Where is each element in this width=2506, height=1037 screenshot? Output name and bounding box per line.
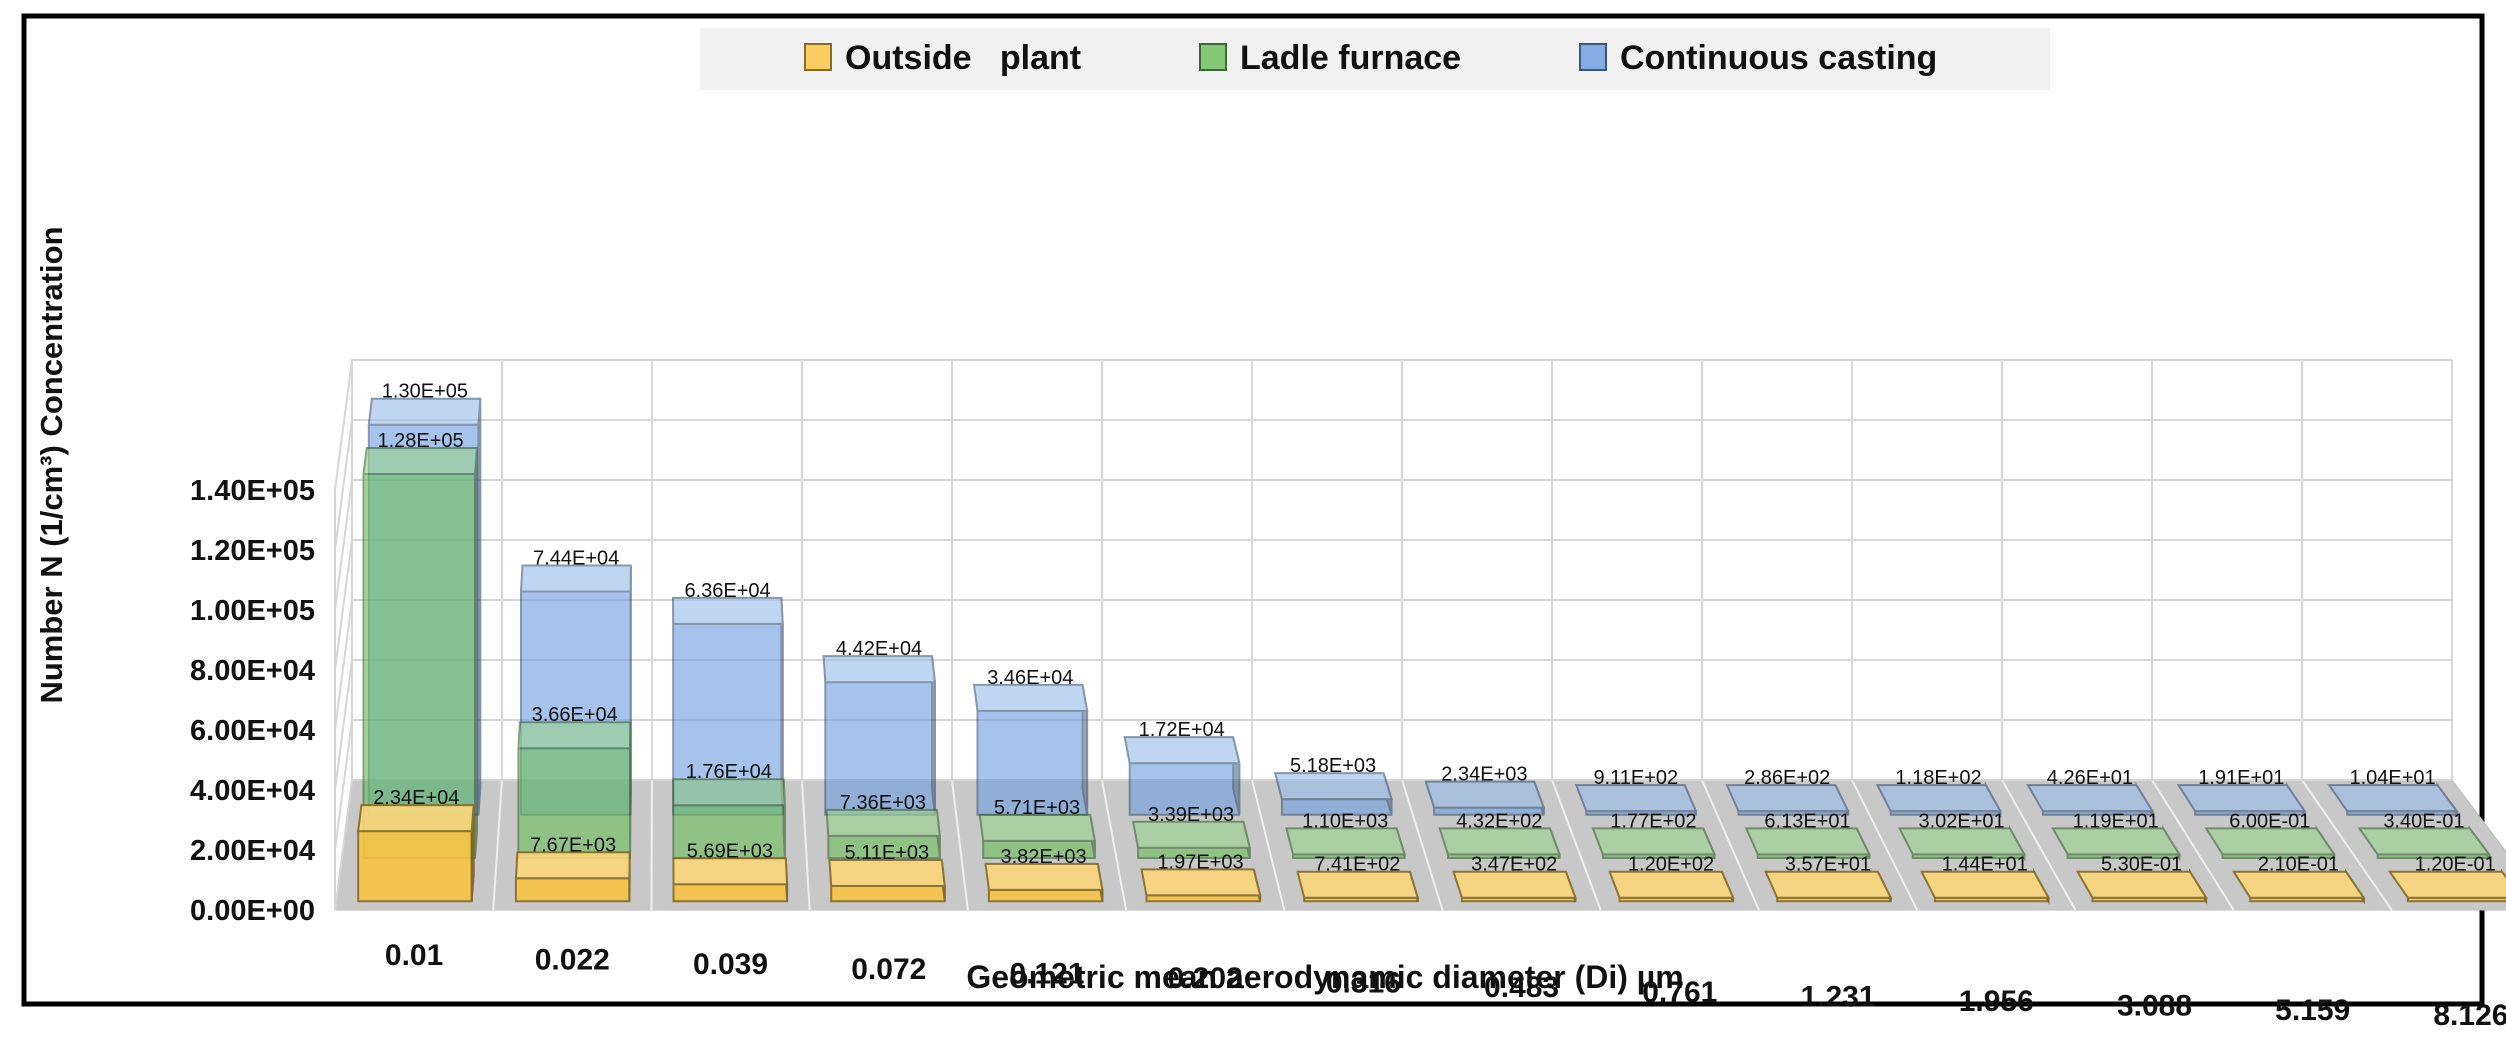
data-label: 3.46E+04 bbox=[987, 667, 1073, 689]
bar-front-face bbox=[989, 890, 1103, 901]
data-label: 5.18E+03 bbox=[1290, 755, 1376, 777]
y-tick-label: 1.00E+05 bbox=[190, 595, 315, 627]
data-label: 1.20E-01 bbox=[2415, 854, 2496, 876]
x-tick-label: 3.088 bbox=[2117, 990, 2192, 1023]
data-label: 2.86E+02 bbox=[1744, 767, 1830, 789]
data-label: 6.36E+04 bbox=[684, 580, 770, 602]
x-tick-label: 0.022 bbox=[535, 944, 610, 977]
bar-front-face bbox=[674, 884, 788, 901]
data-label: 7.67E+03 bbox=[530, 834, 616, 856]
data-label: 1.04E+01 bbox=[2349, 767, 2435, 789]
data-label: 1.76E+04 bbox=[686, 761, 772, 783]
data-label: 1.19E+01 bbox=[2073, 810, 2159, 832]
data-label: 2.34E+03 bbox=[1441, 764, 1527, 786]
bar-side-face bbox=[478, 399, 480, 815]
legend-label: Continuous casting bbox=[1620, 39, 1937, 77]
floor-divider bbox=[651, 780, 652, 910]
data-label: 3.40E-01 bbox=[2383, 810, 2464, 832]
data-label: 3.66E+04 bbox=[532, 704, 618, 726]
y-tick-label: 1.40E+05 bbox=[190, 475, 315, 507]
data-label: 1.10E+03 bbox=[1302, 810, 1388, 832]
y-tick-label: 2.00E+04 bbox=[190, 835, 315, 867]
data-label: 1.44E+01 bbox=[1942, 854, 2028, 876]
data-label: 1.20E+02 bbox=[1628, 854, 1714, 876]
data-label: 6.00E-01 bbox=[2229, 810, 2310, 832]
bar bbox=[2078, 872, 2207, 902]
data-label: 4.26E+01 bbox=[2047, 767, 2133, 789]
x-tick-label: 0.01 bbox=[385, 939, 443, 972]
data-label: 1.18E+02 bbox=[1895, 767, 1981, 789]
bar bbox=[2234, 872, 2364, 902]
y-tick-label: 6.00E+04 bbox=[190, 715, 315, 747]
y-axis-title: Number N (1/cm³) Concentration bbox=[34, 226, 69, 703]
bar bbox=[829, 860, 944, 901]
bar-front-face bbox=[831, 886, 945, 901]
bar bbox=[1275, 773, 1391, 815]
bar bbox=[516, 852, 630, 901]
data-label: 2.10E-01 bbox=[2258, 854, 2339, 876]
x-tick-label: 1.956 bbox=[1959, 985, 2034, 1018]
bar bbox=[1142, 869, 1261, 901]
bar bbox=[986, 864, 1103, 901]
x-tick-label: 8.126 bbox=[2433, 999, 2506, 1032]
y-tick-label: 4.00E+04 bbox=[190, 775, 315, 807]
bar bbox=[1610, 872, 1734, 902]
data-label: 3.02E+01 bbox=[1918, 810, 2004, 832]
legend-swatch bbox=[1200, 44, 1226, 70]
bar bbox=[1922, 872, 2049, 902]
data-label: 6.13E+01 bbox=[1764, 810, 1850, 832]
data-label: 1.30E+05 bbox=[382, 381, 468, 403]
legend-label: Ladle furnace bbox=[1240, 39, 1461, 77]
bar bbox=[2390, 872, 2506, 902]
data-label: 7.44E+04 bbox=[533, 548, 619, 570]
y-tick-label: 0.00E+00 bbox=[190, 895, 315, 927]
x-tick-label: 5.159 bbox=[2275, 994, 2350, 1027]
y-tick-label: 1.20E+05 bbox=[190, 535, 315, 567]
bar-front-face bbox=[516, 878, 630, 901]
data-label: 5.71E+03 bbox=[994, 797, 1080, 819]
x-axis-title: Geometric mean aerodynamic diameter (Di)… bbox=[966, 959, 1683, 995]
data-label: 4.42E+04 bbox=[836, 638, 922, 660]
bar bbox=[1454, 872, 1576, 902]
x-tick-label: 1.231 bbox=[1800, 980, 1875, 1013]
legend: Outside plant Ladle furnace Continuous cas… bbox=[700, 28, 2050, 90]
bar bbox=[1766, 872, 1891, 902]
data-label: 1.28E+05 bbox=[377, 430, 463, 452]
bar-side-face bbox=[475, 448, 477, 858]
data-label: 3.47E+02 bbox=[1471, 854, 1557, 876]
x-tick-label: 0.072 bbox=[851, 953, 926, 986]
bar bbox=[673, 858, 787, 901]
data-label: 5.11E+03 bbox=[844, 842, 929, 864]
data-label: 1.97E+03 bbox=[1157, 851, 1243, 873]
bar bbox=[1298, 872, 1418, 902]
data-label: 1.91E+01 bbox=[2198, 767, 2284, 789]
y-tick-label: 8.00E+04 bbox=[190, 655, 315, 687]
x-tick-label: 0.039 bbox=[693, 948, 768, 981]
data-label: 4.32E+02 bbox=[1456, 810, 1542, 832]
data-label: 3.57E+01 bbox=[1785, 854, 1871, 876]
bar bbox=[358, 805, 474, 901]
legend-label: Outside plant bbox=[845, 39, 1081, 77]
bar bbox=[974, 685, 1087, 815]
data-label: 5.30E-01 bbox=[2101, 854, 2182, 876]
data-label: 3.82E+03 bbox=[1000, 846, 1086, 868]
data-label: 7.41E+02 bbox=[1314, 854, 1400, 876]
data-label: 7.36E+03 bbox=[840, 792, 926, 814]
data-label: 3.39E+03 bbox=[1148, 804, 1234, 826]
data-label: 1.77E+02 bbox=[1610, 810, 1696, 832]
data-label: 2.34E+04 bbox=[373, 787, 459, 809]
bar-front-face bbox=[358, 831, 472, 901]
legend-swatch bbox=[805, 44, 831, 70]
data-label: 9.11E+02 bbox=[1593, 767, 1678, 789]
data-label: 1.72E+04 bbox=[1139, 719, 1225, 741]
data-label: 5.69E+03 bbox=[687, 840, 773, 862]
legend-swatch bbox=[1580, 44, 1606, 70]
